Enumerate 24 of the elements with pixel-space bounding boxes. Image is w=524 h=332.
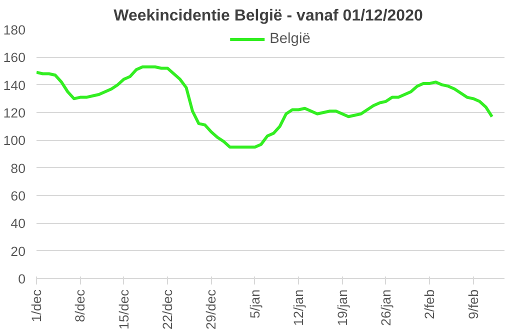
y-tick-label: 160 xyxy=(3,50,26,66)
y-tick-label: 140 xyxy=(3,78,26,93)
x-tick-label: 1/dec xyxy=(29,289,44,322)
x-tick-label: 22/dec xyxy=(160,289,176,330)
x-tick-label: 29/dec xyxy=(204,289,219,330)
chart-title: Weekincidentie België - vanaf 01/12/2020 xyxy=(114,8,423,24)
y-tick-label: 60 xyxy=(10,188,26,204)
x-tick-label: 19/jan xyxy=(334,289,350,326)
y-tick-label: 40 xyxy=(10,216,26,232)
x-tick-label: 15/dec xyxy=(116,289,132,330)
x-tick-label: 8/dec xyxy=(72,289,88,322)
line-series xyxy=(36,65,494,149)
legend-label: België xyxy=(270,31,310,47)
x-tick-label: 12/jan xyxy=(291,289,306,326)
y-tick-label: 80 xyxy=(10,160,26,176)
x-tick-label: 2/feb xyxy=(422,289,438,320)
y-tick-label: 100 xyxy=(3,133,26,148)
y-tick-label: 0 xyxy=(18,272,26,286)
x-tick-label: 5/jan xyxy=(247,289,262,318)
y-tick-label: 20 xyxy=(10,244,26,259)
x-tick-label: 26/jan xyxy=(378,289,394,326)
y-tick-label: 120 xyxy=(3,106,26,120)
y-tick-label: 180 xyxy=(3,22,26,38)
x-tick-label: 9/feb xyxy=(466,289,481,320)
